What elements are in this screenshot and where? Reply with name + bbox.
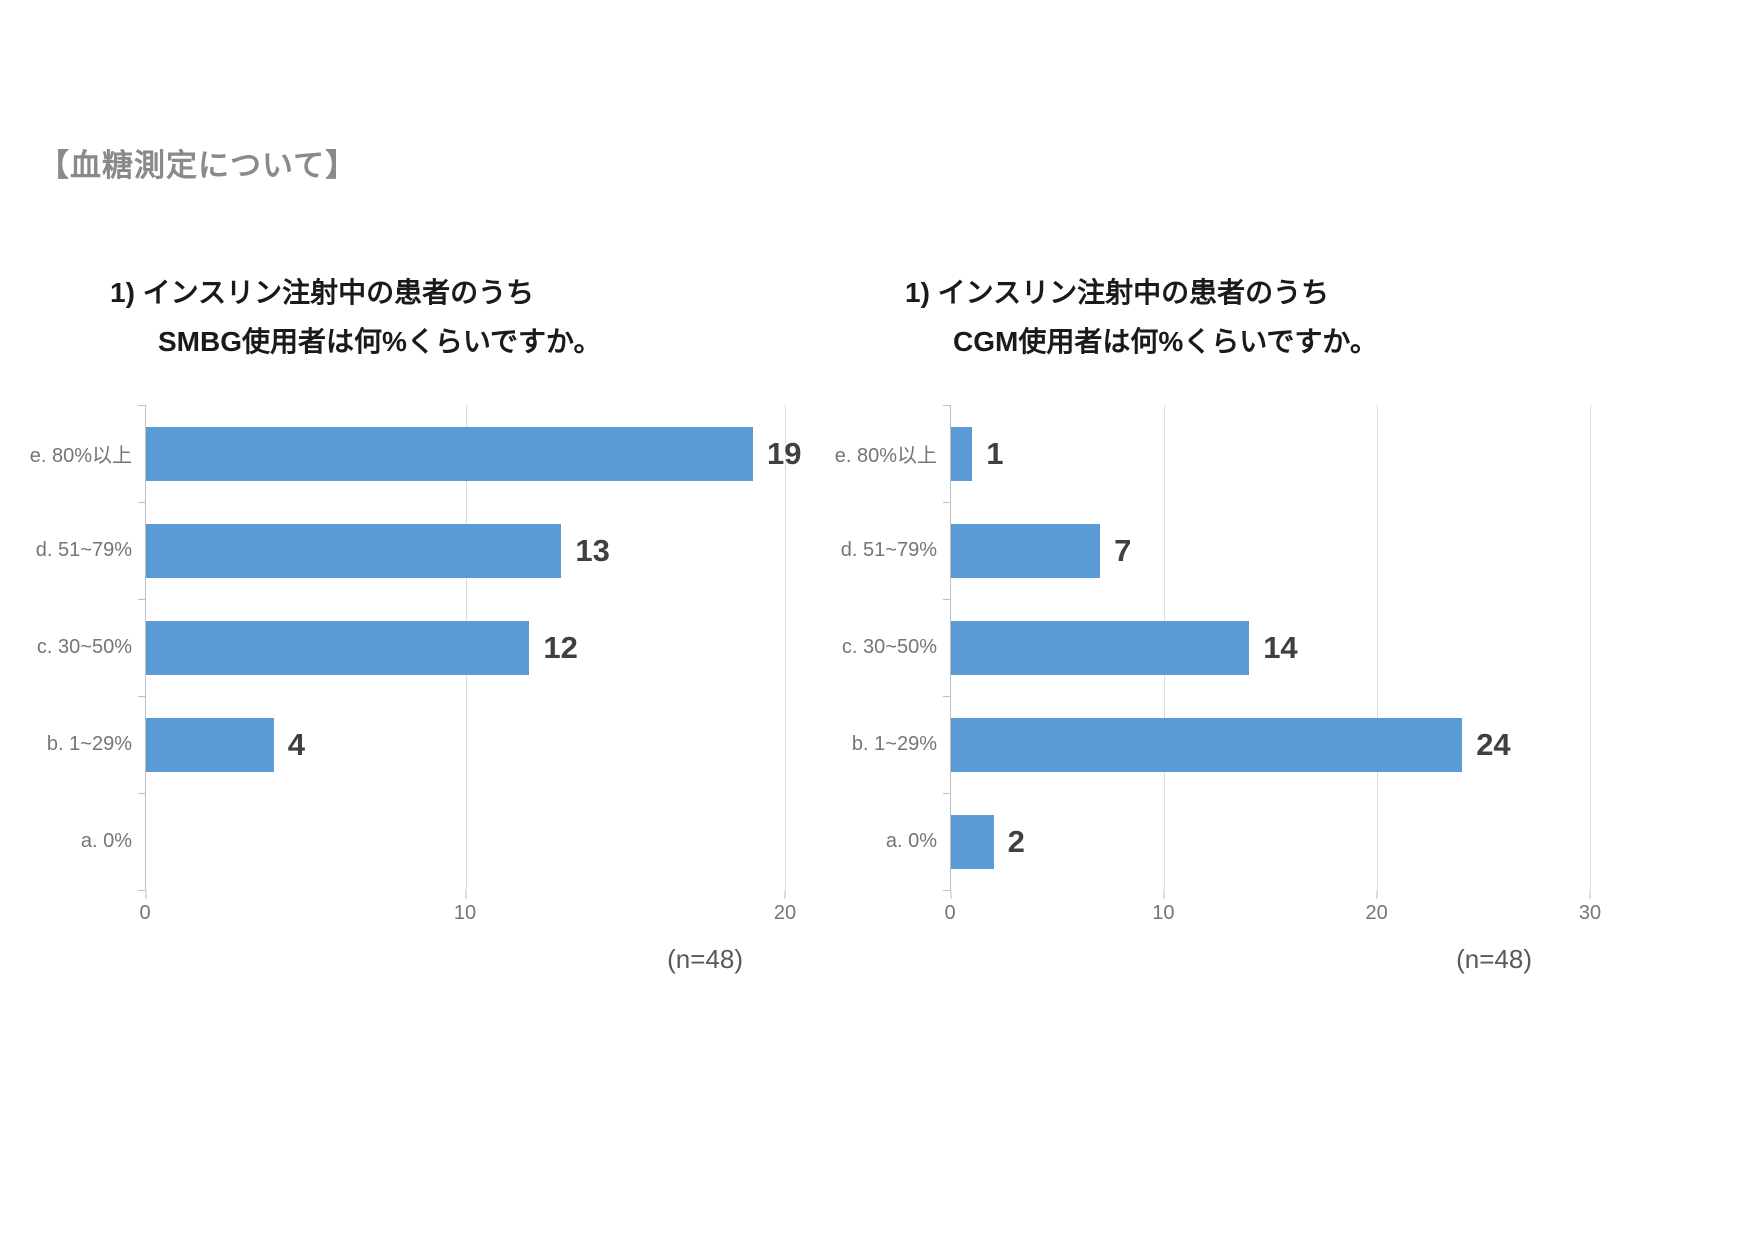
bar xyxy=(146,523,562,578)
category-axis-labels: e. 80%以上 d. 51~79% c. 30~50% b. 1~29% a. 0% xyxy=(29,405,145,930)
category-label: a. 0% xyxy=(885,830,937,852)
bar-row: 12 xyxy=(146,599,785,696)
value-label: 7 xyxy=(1114,532,1132,568)
bar-row: 4 xyxy=(146,696,785,793)
bar xyxy=(146,620,530,675)
chart-title-line1: 1) インスリン注射中の患者のうち xyxy=(110,277,535,308)
bar-row: 19 xyxy=(146,405,802,502)
value-label: 2 xyxy=(1007,823,1025,859)
gridline xyxy=(1590,405,1591,890)
category-label: c. 30~50% xyxy=(36,636,132,658)
sample-size-label: (n=48) xyxy=(667,944,743,974)
x-axis-tick-mark xyxy=(1589,890,1591,899)
value-label: 1 xyxy=(986,435,1004,471)
plot-wrap: 1 7 14 24 2 0 10 20 30 xyxy=(943,405,1601,930)
category-axis-tick-mark xyxy=(943,696,950,697)
bar xyxy=(951,620,1250,675)
bar-row: 2 xyxy=(951,793,1590,890)
x-axis-tick-label: 10 xyxy=(1152,902,1175,924)
sample-size-label: (n=48) xyxy=(1456,944,1532,974)
category-label: b. 1~29% xyxy=(46,733,132,755)
x-axis-tick-mark xyxy=(1163,890,1165,899)
category-axis-tick-mark xyxy=(138,793,145,794)
x-axis-tick-label: 0 xyxy=(944,902,956,924)
chart-title: 1) インスリン注射中の患者のうち CGM使用者は何%くらいですか。 xyxy=(905,268,1590,368)
page-header: 【血糖測定について】 xyxy=(38,148,358,183)
x-axis-tick-mark xyxy=(145,890,147,899)
x-axis-tick-label: 10 xyxy=(453,902,477,924)
category-axis-tick-mark xyxy=(943,599,950,600)
category-axis-tick-mark xyxy=(138,599,145,600)
category-axis-tick-mark xyxy=(943,890,950,891)
value-label: 19 xyxy=(767,435,802,471)
category-label: e. 80%以上 xyxy=(834,445,937,467)
x-axis-tick-mark xyxy=(950,890,952,899)
x-axis-ticks: 0 10 20 30 xyxy=(944,890,1601,930)
category-label: e. 80%以上 xyxy=(29,445,132,467)
bar xyxy=(146,717,274,772)
chart-title-line2: CGM使用者は何%くらいですか。 xyxy=(953,326,1378,357)
smbg-bar-chart: 1) インスリン注射中の患者のうち SMBG使用者は何%くらいですか。 e. 8… xyxy=(29,268,802,975)
x-axis-tick-mark xyxy=(784,890,786,899)
category-axis-labels: e. 80%以上 d. 51~79% c. 30~50% b. 1~29% a. 0% xyxy=(834,405,950,930)
x-axis-tick-label: 20 xyxy=(1365,902,1388,924)
category-axis-tick-mark xyxy=(943,405,950,406)
category-label: d. 51~79% xyxy=(35,539,132,561)
x-axis-tick-mark xyxy=(465,890,466,899)
category-axis-tick-mark xyxy=(138,890,145,891)
plot-wrap: 19 13 12 4 0 10 20 xyxy=(138,405,802,930)
category-label: a. 0% xyxy=(80,830,132,852)
category-label: b. 1~29% xyxy=(851,733,937,755)
plot-area: 19 13 12 4 xyxy=(138,405,802,899)
value-label: 14 xyxy=(1263,629,1298,665)
bar xyxy=(951,426,973,481)
category-axis-tick-mark xyxy=(138,405,145,406)
value-label: 12 xyxy=(543,629,578,665)
gridline xyxy=(1377,405,1378,890)
bar-row: 1 xyxy=(951,405,1590,502)
value-label: 24 xyxy=(1476,726,1511,762)
x-axis-tick-mark xyxy=(1376,890,1378,899)
chart-body: e. 80%以上 d. 51~79% c. 30~50% b. 1~29% a. 0% … xyxy=(834,405,1601,930)
bar xyxy=(951,717,1463,772)
category-label: c. 30~50% xyxy=(841,636,937,658)
x-axis-tick-label: 20 xyxy=(773,902,797,924)
bar-row: 7 xyxy=(951,502,1590,599)
bar xyxy=(951,814,994,869)
category-axis-tick-mark xyxy=(138,696,145,697)
bar-row: 13 xyxy=(146,502,785,599)
category-label: d. 51~79% xyxy=(840,539,937,561)
x-axis-tick-label: 30 xyxy=(1578,902,1602,924)
value-label: 13 xyxy=(575,532,610,568)
x-axis-ticks: 0 10 20 xyxy=(139,890,796,930)
bar-row xyxy=(146,793,785,890)
chart-title: 1) インスリン注射中の患者のうち SMBG使用者は何%くらいですか。 xyxy=(110,268,785,368)
category-axis-tick-mark xyxy=(943,502,950,503)
bar xyxy=(951,523,1101,578)
x-axis-tick-label: 0 xyxy=(139,902,151,924)
category-axis-tick-mark xyxy=(943,793,950,794)
chart-title-line2: SMBG使用者は何%くらいですか。 xyxy=(158,326,602,357)
chart-title-line1: 1) インスリン注射中の患者のうち xyxy=(905,277,1330,308)
category-axis-tick-mark xyxy=(138,502,145,503)
plot-area: 1 7 14 24 2 xyxy=(943,405,1591,899)
cgm-bar-chart: 1) インスリン注射中の患者のうち CGM使用者は何%くらいですか。 e. 80… xyxy=(834,268,1601,975)
bar xyxy=(146,426,754,481)
value-label: 4 xyxy=(287,726,306,762)
chart-body: e. 80%以上 d. 51~79% c. 30~50% b. 1~29% a. 0% … xyxy=(29,405,802,930)
gridline xyxy=(785,405,786,890)
bar-row: 24 xyxy=(951,696,1590,793)
bar-row: 14 xyxy=(951,599,1590,696)
